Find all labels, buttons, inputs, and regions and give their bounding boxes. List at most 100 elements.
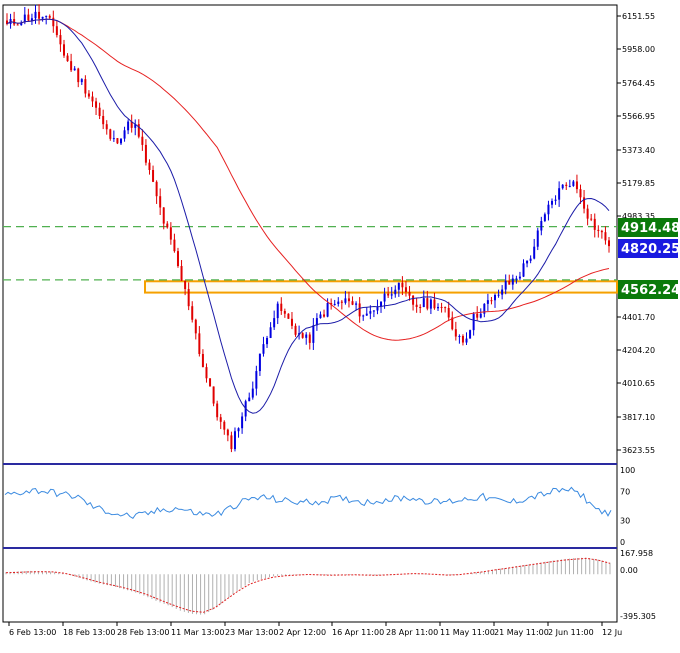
price-tick-label: 4204.20 [622, 346, 655, 355]
price-tick-label: 5179.85 [622, 179, 655, 188]
candle-body [426, 298, 429, 309]
candle-body [223, 421, 226, 430]
candle-body [600, 230, 603, 233]
candle-body [198, 333, 201, 354]
candle-body [558, 188, 561, 200]
candle-body [169, 227, 172, 240]
candle-body [369, 311, 372, 314]
candle-body [340, 301, 343, 303]
candle-body [180, 266, 183, 281]
macd-level-label: -395.305 [620, 612, 656, 621]
candle-body [48, 15, 51, 18]
candle-body [41, 16, 44, 19]
candle-body [568, 185, 571, 187]
rsi-line [4, 486, 612, 519]
candle-body [77, 68, 80, 83]
candle-body [73, 68, 76, 71]
chart-frame [2, 4, 618, 623]
candle-body [6, 20, 8, 25]
candle-body [258, 353, 261, 372]
macd-level-label: 0.00 [620, 566, 638, 575]
macd-level-label: 167.958 [620, 549, 653, 558]
resistance-badge-label: 4914.48 [621, 221, 680, 236]
rsi-panel: 100 70 30 0 [4, 466, 635, 547]
candle-body [226, 429, 229, 436]
time-tick-label: 16 Apr 11:00 [332, 628, 384, 637]
candle-body [280, 303, 283, 312]
candle-body [397, 282, 400, 290]
candle-body [137, 124, 140, 137]
candle-body [358, 303, 361, 317]
candle-body [159, 196, 162, 208]
candle-body [219, 417, 222, 422]
support-badge-label: 4562.24 [621, 283, 680, 298]
time-tick-label: 12 Ju [602, 628, 622, 637]
candle-body [526, 260, 529, 264]
candle-body [27, 14, 30, 21]
candle-body [241, 416, 244, 429]
candle-body [351, 301, 354, 305]
price-tick-label: 3623.55 [622, 446, 655, 455]
candle-body [344, 298, 347, 303]
candle-body [362, 315, 365, 317]
candle-body [276, 303, 279, 319]
candle-body [187, 289, 190, 307]
candle-body [465, 338, 468, 343]
time-tick-label: 2 Jun 11:00 [548, 628, 594, 637]
resistance-badge-box [618, 218, 678, 237]
candle-body [508, 280, 511, 285]
candle-body [105, 124, 108, 130]
candle-body [355, 303, 358, 305]
candle-body [390, 294, 393, 296]
candle-body [590, 218, 593, 220]
candle-body [461, 335, 464, 343]
candle-body [579, 189, 582, 198]
candle-body [408, 291, 411, 296]
candle-body [494, 294, 497, 301]
candle-body [127, 121, 130, 131]
price-axis: 6151.55 5958.00 5764.45 5566.95 5373.40 5179.… [617, 12, 655, 455]
candle-body [98, 107, 101, 116]
candle-body [490, 300, 493, 302]
candle-body [476, 313, 479, 318]
candle-body [248, 397, 251, 402]
candle-body [123, 130, 126, 139]
candle-body [440, 306, 443, 308]
candle-body [572, 181, 575, 186]
macd-signal-line [5, 557, 611, 613]
candle-body [166, 223, 169, 228]
support-badge: 4562.24 [618, 280, 680, 299]
candle-body [216, 403, 219, 418]
candle-body [173, 239, 176, 252]
level-badges: 4914.48 4820.25 4562.24 [618, 218, 680, 299]
candle-body [347, 298, 350, 302]
candle-body [16, 24, 19, 26]
candle-body [205, 367, 208, 379]
candle-body [387, 293, 390, 296]
candle-body [518, 276, 521, 279]
candle-body [586, 208, 589, 219]
candle-body [469, 330, 472, 339]
candle-body [237, 428, 240, 432]
candle-body [290, 318, 293, 326]
candle-body [551, 200, 554, 205]
candle-body [337, 301, 340, 304]
candle-body [404, 287, 407, 292]
time-tick-label: 28 Apr 11:00 [386, 628, 438, 637]
candle-body [144, 144, 147, 163]
candle-body [194, 319, 197, 334]
candle-body [447, 307, 450, 318]
candle-body [30, 18, 33, 21]
candle-body [372, 310, 375, 312]
candle-body [66, 55, 69, 62]
candle-body [604, 232, 607, 241]
candle-body [522, 263, 525, 277]
candle-body [472, 313, 475, 331]
candle-body [20, 22, 23, 26]
candle-body [91, 96, 94, 102]
price-tick-label: 5566.95 [622, 112, 655, 121]
candle-body [515, 278, 518, 280]
time-tick-label: 6 Feb 13:00 [9, 628, 56, 637]
candle-body [152, 169, 155, 182]
